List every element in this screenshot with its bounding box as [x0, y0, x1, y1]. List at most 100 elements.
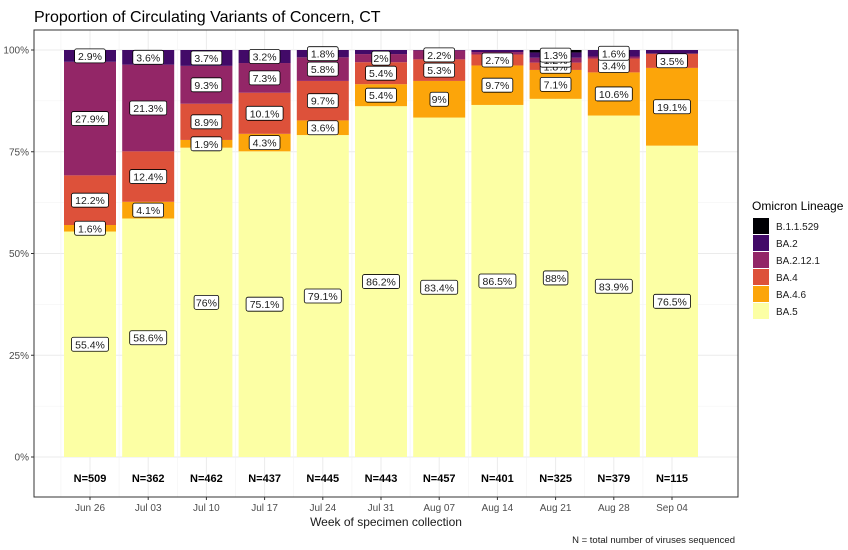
segment-label: 5.4%	[365, 65, 397, 81]
segment-label-text: 3.7%	[194, 53, 218, 65]
segment-label-text: 3.4%	[602, 60, 626, 72]
segment-label: 88%	[542, 270, 569, 286]
legend-title: Omicron Lineage	[752, 199, 844, 213]
segment-label-text: 79.1%	[308, 291, 338, 303]
segment-label-text: 4.3%	[253, 138, 277, 150]
segment-label: 75.1%	[245, 296, 284, 312]
segment-label: 79.1%	[303, 288, 342, 304]
bar-segment-ba-2	[471, 50, 524, 53]
legend-swatch	[753, 218, 769, 234]
segment-label: 86.2%	[362, 274, 400, 289]
n-label: N=445	[306, 473, 339, 485]
segment-label-box	[190, 114, 223, 130]
segment-label: 3.6%	[132, 49, 165, 65]
segment-label-text: 2.9%	[78, 51, 102, 63]
legend-swatch	[753, 252, 769, 268]
segment-label: 9.7%	[306, 93, 339, 109]
segment-label: 2%	[371, 50, 391, 66]
segment-label-box	[71, 111, 109, 126]
segment-label-box	[248, 135, 281, 150]
segment-label-box	[481, 52, 514, 68]
segment-label-box	[303, 288, 342, 304]
segment-label: 5.3%	[423, 62, 455, 78]
segment-label: 55.4%	[71, 336, 109, 352]
segment-label: 8.9%	[190, 114, 223, 130]
x-tick-label: Aug 14	[482, 503, 514, 514]
segment-label: 86.5%	[478, 273, 517, 289]
x-tick-label: Jul 03	[135, 503, 162, 514]
segment-label-box	[306, 93, 339, 109]
n-labels-layer: N=509 N=362 N=462 N=437 N=445 N=443 N=457 N=401…	[74, 473, 688, 485]
segment-label-box	[193, 294, 220, 310]
segment-label-text: 3.6%	[311, 123, 335, 135]
legend-label: BA.4	[776, 273, 798, 284]
segment-label: 2.7%	[481, 52, 514, 68]
segment-label: 76.5%	[653, 293, 691, 309]
segment-label-text: 5.4%	[369, 90, 393, 102]
legend-label: BA.2.12.1	[776, 256, 820, 267]
segment-labels-layer: 55.4% 1.6% 12.2% 27.9% 2.9% 58.6% 4.1% 12.4% 21.…	[71, 45, 691, 352]
segment-label-text: 7.3%	[253, 73, 277, 85]
segment-label-box	[129, 100, 168, 116]
segment-label-box	[132, 202, 165, 218]
segment-label-text: 5.8%	[311, 64, 335, 76]
segment-label-text: 9.7%	[485, 80, 509, 92]
segment-label-box	[653, 293, 691, 309]
segment-label: 1.3%	[539, 47, 572, 63]
segment-label: 1.6%	[74, 220, 106, 236]
n-label: N=437	[248, 473, 281, 485]
segment-label: 9%	[429, 91, 449, 107]
segment-label-text: 86.2%	[366, 277, 396, 289]
segment-label-box	[598, 45, 630, 61]
segment-label-text: 88%	[545, 273, 566, 285]
n-label: N=401	[481, 473, 514, 485]
segment-label: 4.3%	[248, 135, 281, 150]
segment-label-text: 10.6%	[599, 89, 629, 101]
segment-label-box	[306, 120, 339, 136]
segment-label-box	[248, 49, 281, 64]
segment-label: 4.1%	[132, 202, 165, 218]
segment-label-text: 83.4%	[424, 282, 454, 294]
segment-label: 21.3%	[129, 100, 168, 116]
segment-label: 9.7%	[481, 77, 514, 93]
segment-label: 12.4%	[129, 169, 168, 184]
legend-label: BA.5	[776, 307, 798, 318]
n-label: N=379	[597, 473, 630, 485]
segment-label: 58.6%	[129, 330, 168, 346]
segment-label-box	[71, 192, 109, 208]
segment-label-box	[365, 65, 397, 81]
x-tick-label: Jul 31	[368, 503, 395, 514]
segment-label-text: 4.1%	[136, 205, 160, 217]
x-tick-label: Jul 24	[309, 503, 336, 514]
segment-label: 3.5%	[656, 53, 688, 69]
x-axis-title: Week of specimen collection	[310, 515, 462, 529]
segment-label-text: 1.6%	[602, 48, 626, 60]
segment-label-text: 75.1%	[250, 299, 280, 311]
segment-label-text: 3.5%	[660, 56, 684, 68]
segment-label: 19.1%	[653, 99, 691, 115]
segment-label: 2.9%	[74, 48, 106, 64]
segment-label-box	[190, 50, 223, 66]
legend-label: BA.4.6	[776, 290, 806, 301]
segment-label-text: 5.3%	[427, 65, 451, 77]
segment-label-text: 5.4%	[369, 68, 393, 80]
segment-label: 76%	[193, 294, 220, 310]
x-tick-label: Jul 17	[251, 503, 278, 514]
legend-item: BA.4	[753, 269, 798, 285]
segment-label-text: 9%	[432, 94, 447, 106]
legend-item: BA.2	[753, 235, 798, 251]
x-tick-label: Sep 04	[656, 503, 688, 514]
segment-label-box	[539, 76, 572, 92]
segment-label-box	[478, 273, 517, 289]
segment-label-text: 2%	[373, 53, 388, 65]
segment-label-text: 76.5%	[657, 296, 687, 308]
legend-swatch	[753, 303, 769, 319]
segment-label-box	[74, 220, 106, 236]
segment-label: 10.1%	[245, 105, 284, 121]
segment-label: 1.6%	[598, 45, 630, 61]
segment-label-box	[420, 279, 459, 295]
segment-label-box	[429, 91, 449, 107]
x-tick-label: Aug 07	[423, 503, 455, 514]
segment-label: 7.1%	[539, 76, 572, 92]
legend-swatch	[753, 235, 769, 251]
